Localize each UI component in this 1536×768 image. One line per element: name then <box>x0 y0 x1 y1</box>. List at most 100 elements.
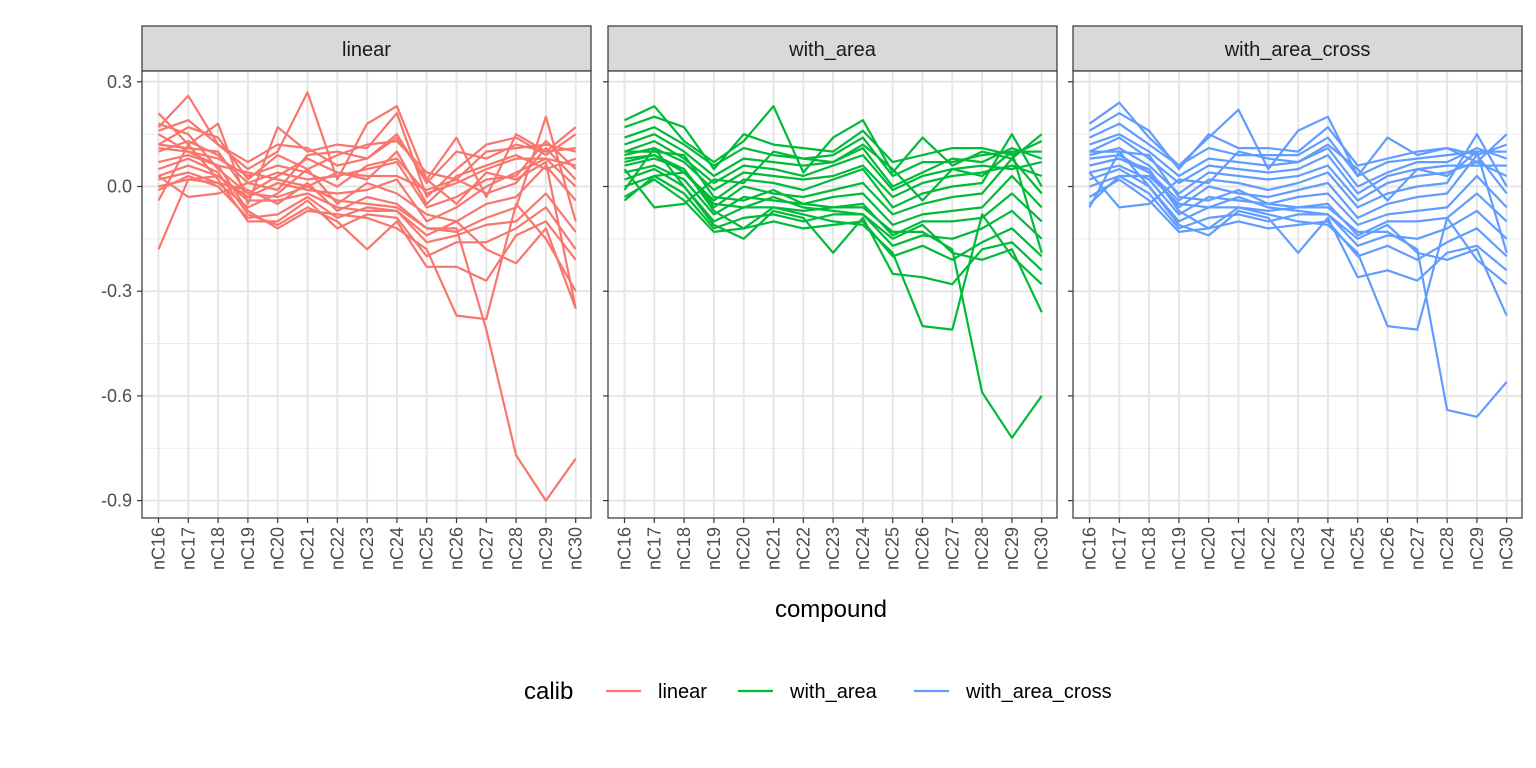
x-tick-label: nC19 <box>238 527 258 570</box>
x-tick-label: nC20 <box>268 527 288 570</box>
x-tick-label: nC28 <box>972 527 992 570</box>
x-tick-label: nC23 <box>1288 527 1308 570</box>
series-group <box>1088 101 1508 418</box>
x-tick-label: nC22 <box>327 527 347 570</box>
series-line <box>158 157 577 282</box>
x-tick-label: nC17 <box>1109 527 1129 570</box>
series-line <box>157 136 577 309</box>
legend-label-with_area: with_area <box>789 681 878 703</box>
series-line <box>623 171 1043 313</box>
x-tick-label: nC27 <box>1407 527 1427 570</box>
x-tick-label: nC21 <box>764 527 784 570</box>
y-tick-label: -0.6 <box>101 386 132 406</box>
x-axis-title: compound <box>775 596 887 623</box>
series-line <box>624 105 1043 174</box>
x-tick-label: nC17 <box>178 527 198 570</box>
series-line <box>157 174 577 309</box>
panel-linear: linear 0.3 0.0 -0.3 -0.6 -0.9 nC16 nC17 nC18 nC19… <box>101 25 592 570</box>
series-line <box>1088 178 1508 261</box>
series-line <box>624 164 1043 226</box>
series-line <box>1089 122 1507 178</box>
x-tick-label: nC29 <box>536 527 556 570</box>
series-line <box>158 147 577 195</box>
series-line <box>624 115 1043 171</box>
x-tick-label: nC26 <box>913 527 933 570</box>
x-tick-label: nC18 <box>1139 527 1159 570</box>
series-line <box>157 133 577 321</box>
x-tick-label: nC26 <box>447 527 467 570</box>
legend: calib linear with_area with_area_cross <box>524 678 1112 705</box>
gridlines <box>608 71 1057 518</box>
x-tick-label: nC30 <box>566 527 586 570</box>
x-tick-label: nC23 <box>823 527 843 570</box>
series-line <box>624 126 1042 178</box>
legend-label-with_area_cross: with_area_cross <box>965 681 1112 703</box>
x-tick-label: nC24 <box>387 527 407 570</box>
series-line <box>1088 174 1508 317</box>
x-tick-label: nC30 <box>1032 527 1052 570</box>
x-tick-label: nC30 <box>1497 527 1517 570</box>
x-tick-label: nC17 <box>644 527 664 570</box>
series-line <box>158 174 577 244</box>
x-tick-label: nC16 <box>149 527 169 570</box>
legend-label-linear: linear <box>658 681 707 703</box>
x-tick-label: nC25 <box>883 527 903 570</box>
panel-with_area: with_area nC16 nC17 nC18 nC19 nC20 nC21 nC22 nC2… <box>603 25 1058 570</box>
x-tick-label: nC16 <box>1080 527 1100 570</box>
y-tick-label: -0.3 <box>101 281 132 301</box>
x-tick-label: nC28 <box>1437 527 1457 570</box>
facet-strip-label: linear <box>342 39 391 61</box>
series-line <box>624 174 1043 247</box>
x-tick-label: nC22 <box>793 527 813 570</box>
series-line <box>624 140 1042 192</box>
series-line <box>1088 101 1508 178</box>
facet-strip <box>141 25 592 72</box>
series-line <box>1089 157 1508 331</box>
series-line <box>1089 150 1508 418</box>
x-tick-label: nC25 <box>1348 527 1368 570</box>
facet-strip-label: with_area <box>788 39 877 61</box>
panel-with_area_cross: with_area_cross nC16 nC17 nC18 nC19 nC20 nC21 n… <box>1068 25 1523 570</box>
series-line <box>623 178 1043 261</box>
x-tick-label: nC19 <box>1169 527 1189 570</box>
facet-strip <box>1072 25 1523 72</box>
x-tick-label: nC24 <box>853 527 873 570</box>
facet-strip <box>607 25 1058 72</box>
series-line <box>1088 150 1508 282</box>
series-line <box>623 143 1043 254</box>
series-group <box>623 105 1043 439</box>
y-tick-label: 0.0 <box>107 177 132 197</box>
series-line <box>1089 174 1508 247</box>
x-tick-label: nC24 <box>1318 527 1338 570</box>
x-tick-label: nC29 <box>1002 527 1022 570</box>
series-group <box>157 91 577 502</box>
series-line <box>158 122 577 205</box>
x-tick-label: nC26 <box>1378 527 1398 570</box>
x-tick-label: nC23 <box>357 527 377 570</box>
x-tick-label: nC20 <box>1199 527 1219 570</box>
series-line <box>157 143 577 258</box>
x-tick-label: nC21 <box>1229 527 1249 570</box>
x-tick-label: nC29 <box>1467 527 1487 570</box>
series-line <box>624 150 1043 439</box>
x-tick-label: nC18 <box>674 527 694 570</box>
x-tick-label: nC21 <box>298 527 318 570</box>
series-line <box>157 126 576 181</box>
y-tick-label: -0.9 <box>101 491 132 511</box>
series-line <box>1089 164 1508 226</box>
x-tick-label: nC16 <box>615 527 635 570</box>
legend-title: calib <box>524 678 573 705</box>
facet-strip-label: with_area_cross <box>1224 39 1371 61</box>
x-tick-label: nC27 <box>942 527 962 570</box>
x-tick-label: nC19 <box>704 527 724 570</box>
x-tick-label: nC18 <box>208 527 228 570</box>
series-line <box>1088 112 1508 171</box>
x-tick-label: nC25 <box>417 527 437 570</box>
series-line <box>1089 136 1507 195</box>
y-tick-label: 0.3 <box>107 72 132 92</box>
x-tick-label: nC22 <box>1258 527 1278 570</box>
x-tick-label: nC28 <box>506 527 526 570</box>
x-tick-label: nC20 <box>734 527 754 570</box>
panels-layer: linear 0.3 0.0 -0.3 -0.6 -0.9 nC16 nC17 nC18 nC19… <box>101 25 1523 570</box>
